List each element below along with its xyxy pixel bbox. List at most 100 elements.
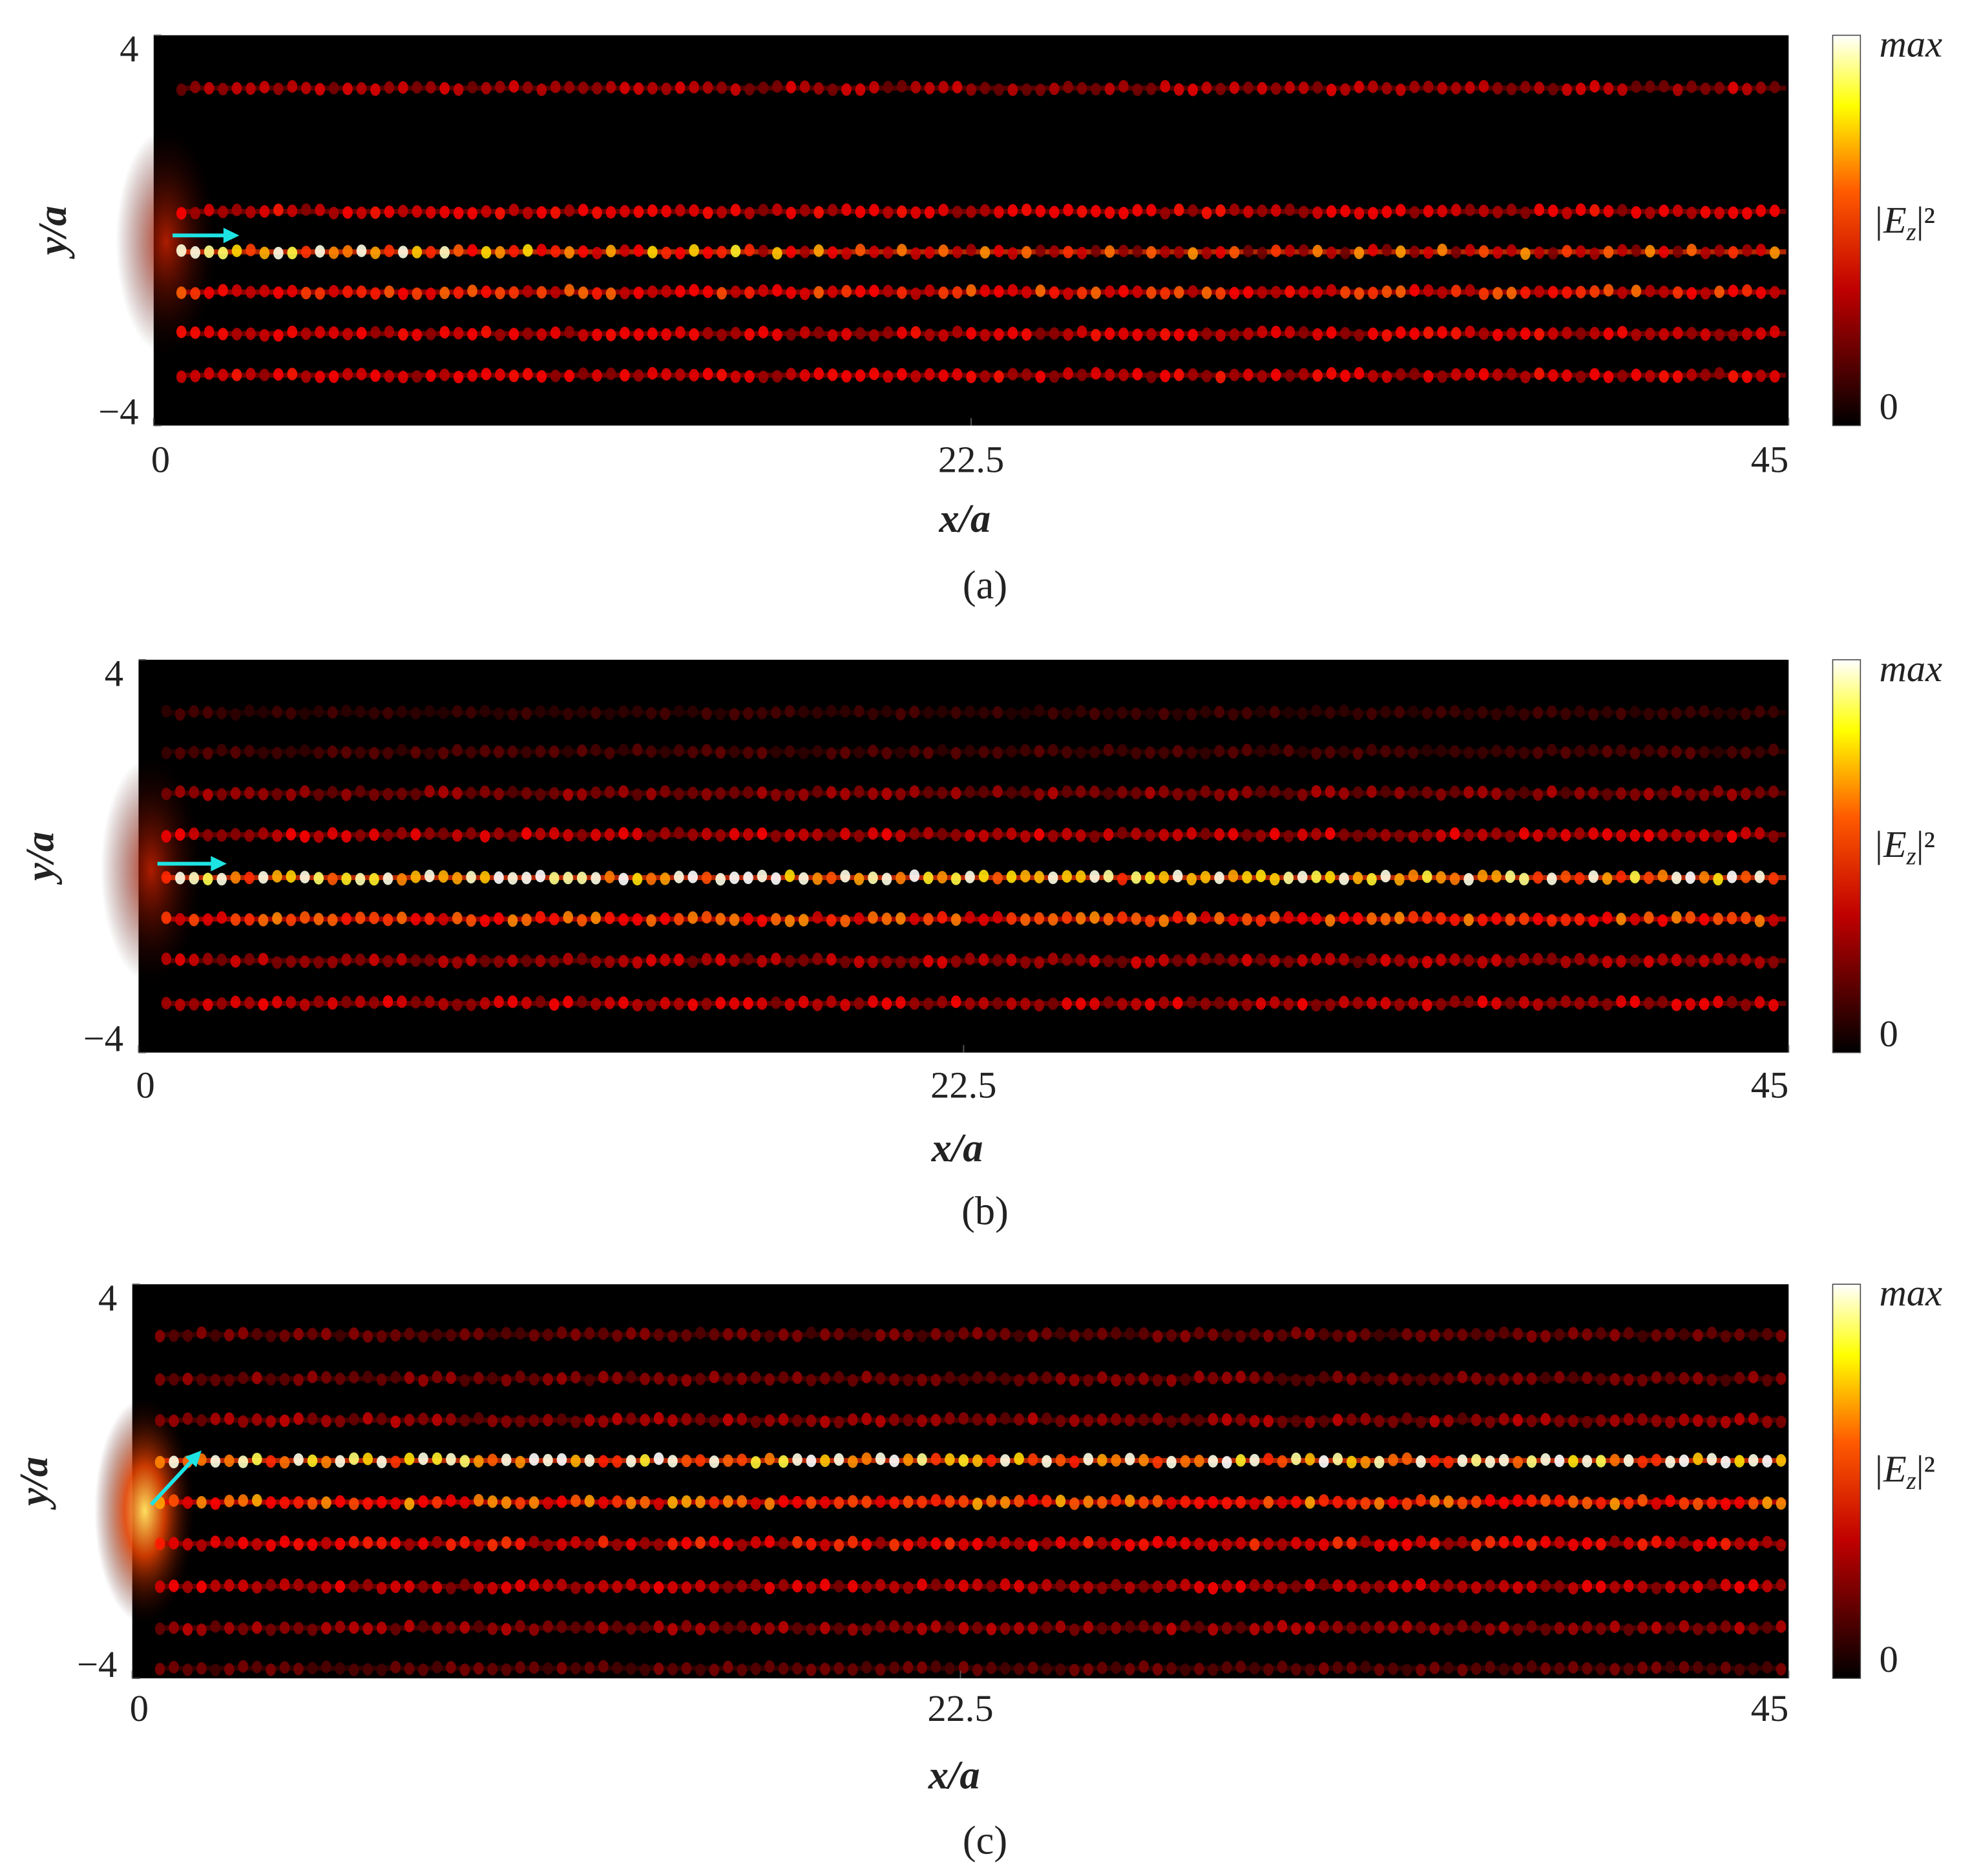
field-spot (1491, 708, 1502, 721)
field-spot (1263, 1537, 1273, 1550)
field-spot (1228, 998, 1239, 1011)
field-spot (176, 244, 187, 257)
field-spot (869, 284, 879, 297)
field-spot (799, 369, 810, 382)
field-spot (1305, 1374, 1315, 1387)
field-spot (633, 369, 644, 382)
field-spot (1457, 1454, 1468, 1468)
field-spot (349, 1413, 359, 1426)
field-spot (1166, 1579, 1177, 1592)
field-spot (1014, 1579, 1024, 1593)
field-spot (950, 706, 961, 719)
field-spot (1201, 370, 1212, 383)
x-tick-label: 0 (130, 1687, 149, 1729)
field-spot (1505, 870, 1516, 883)
field-spot (251, 1371, 262, 1385)
field-spot (1714, 366, 1724, 380)
field-spot (1685, 788, 1696, 801)
field-spot (1270, 872, 1280, 886)
field-spot (1380, 828, 1391, 842)
field-spot (466, 746, 476, 759)
field-spot (1478, 245, 1489, 258)
field-spot (1657, 869, 1668, 883)
field-spot (1574, 744, 1585, 758)
field-spot (1277, 1496, 1288, 1509)
field-spot (681, 1374, 692, 1387)
field-spot (757, 914, 768, 927)
field-spot (701, 997, 712, 1011)
field-spot (1047, 830, 1058, 843)
field-spot (1560, 870, 1571, 883)
field-spot (1631, 244, 1642, 257)
field-spot (1671, 706, 1682, 720)
field-spot (1034, 788, 1045, 801)
field-spot (1354, 80, 1365, 94)
field-spot (424, 704, 435, 718)
field-spot (362, 1622, 373, 1635)
field-spot (362, 1579, 373, 1592)
field-spot (1297, 998, 1308, 1011)
field-spot (507, 954, 518, 967)
field-spot (1547, 369, 1558, 382)
field-spot (1208, 1581, 1219, 1595)
field-spot (854, 997, 864, 1010)
field-spot (1568, 1455, 1578, 1468)
field-spot (1741, 787, 1751, 801)
field-spot (1644, 829, 1654, 842)
field-spot (210, 1663, 221, 1677)
field-spot (439, 286, 450, 299)
field-spot (1201, 246, 1212, 260)
field-spot (620, 286, 630, 300)
field-spot (1326, 326, 1337, 339)
field-spot (578, 81, 589, 94)
field-spot (487, 1453, 498, 1466)
field-spot (889, 1454, 899, 1468)
field-spot (369, 911, 379, 925)
waveguide-row (157, 1583, 1787, 1589)
field-spot (709, 1621, 720, 1634)
field-spot (620, 369, 630, 382)
field-spot (695, 1327, 706, 1340)
colorbar-label: |Ez|² (1873, 199, 1935, 246)
field-spot (272, 746, 282, 760)
colorbar-label-end: |² (1916, 1448, 1935, 1490)
field-spot (1485, 1329, 1496, 1342)
field-spot (799, 246, 810, 258)
field-spot (564, 326, 574, 339)
field-spot (897, 326, 907, 339)
field-spot (660, 996, 671, 1010)
field-spot (266, 1623, 276, 1636)
field-spot (1748, 1538, 1759, 1551)
field-spot (640, 1663, 650, 1676)
field-spot (1173, 286, 1184, 299)
field-spot (273, 329, 284, 342)
field-spot (1568, 1495, 1578, 1508)
colorbar-zero: 0 (1880, 1013, 1898, 1055)
field-spot (169, 1661, 179, 1674)
field-spot (1255, 914, 1266, 927)
field-spot (390, 1371, 401, 1384)
field-spot (1748, 1454, 1759, 1467)
field-spot (169, 1579, 179, 1592)
field-spot (1325, 953, 1336, 965)
field-spot (397, 995, 407, 1008)
field-spot (1255, 869, 1266, 883)
field-spot (501, 1374, 512, 1387)
field-spot (238, 1623, 249, 1636)
field-spot (161, 870, 172, 884)
field-spot (1111, 1374, 1122, 1387)
field-spot (778, 1413, 789, 1426)
field-spot (1180, 1578, 1191, 1592)
field-spot (1117, 744, 1127, 757)
field-spot (1513, 1455, 1523, 1469)
field-spot (154, 1414, 165, 1427)
field-spot (1436, 870, 1447, 884)
field-spot (1540, 1330, 1551, 1343)
field-spot (1380, 954, 1391, 967)
field-spot (521, 786, 532, 800)
field-spot (1533, 788, 1544, 801)
field-spot (1222, 1413, 1232, 1426)
field-spot (917, 1536, 927, 1550)
